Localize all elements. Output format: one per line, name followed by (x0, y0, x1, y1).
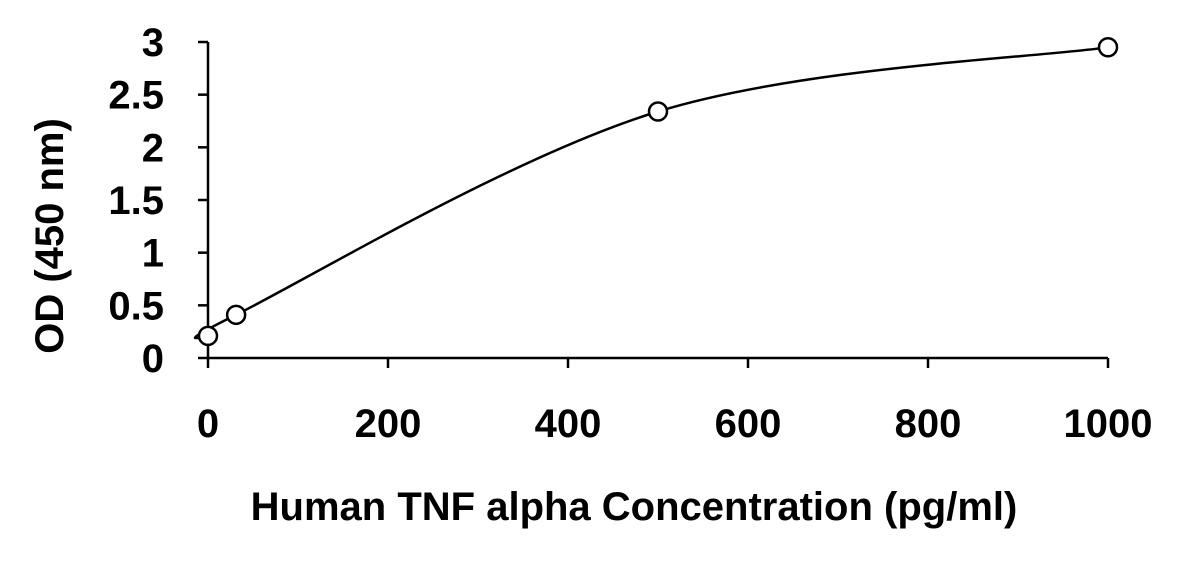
y-tick-label: 0.5 (108, 284, 164, 328)
y-tick-label: 1 (142, 232, 164, 276)
x-axis-ticks: 0 200 400 600 800 1000 (197, 358, 1153, 446)
data-points (197, 37, 1119, 347)
x-axis-title: Human TNF alpha Concentration (pg/ml) (251, 485, 1018, 529)
y-tick-label: 0 (142, 337, 164, 381)
x-tick-label: 0 (197, 402, 219, 446)
y-axis-title: OD (450 nm) (28, 118, 72, 354)
y-tick-label: 2.5 (108, 74, 164, 118)
x-tick-label: 400 (535, 402, 602, 446)
data-point (197, 325, 219, 347)
x-tick-label: 600 (715, 402, 782, 446)
fit-curve (193, 46, 1109, 340)
y-tick-label: 3 (142, 21, 164, 65)
data-point (225, 304, 247, 326)
x-tick-label: 1000 (1064, 402, 1153, 446)
y-tick-label: 2 (142, 126, 164, 170)
data-point (647, 101, 669, 122)
y-tick-label: 1.5 (108, 179, 164, 223)
axes (206, 42, 1108, 360)
data-point (1097, 37, 1119, 58)
x-tick-label: 200 (355, 402, 422, 446)
x-tick-label: 800 (895, 402, 962, 446)
y-axis-ticks: 0 0.5 1 1.5 2 2.5 3 (108, 21, 208, 381)
